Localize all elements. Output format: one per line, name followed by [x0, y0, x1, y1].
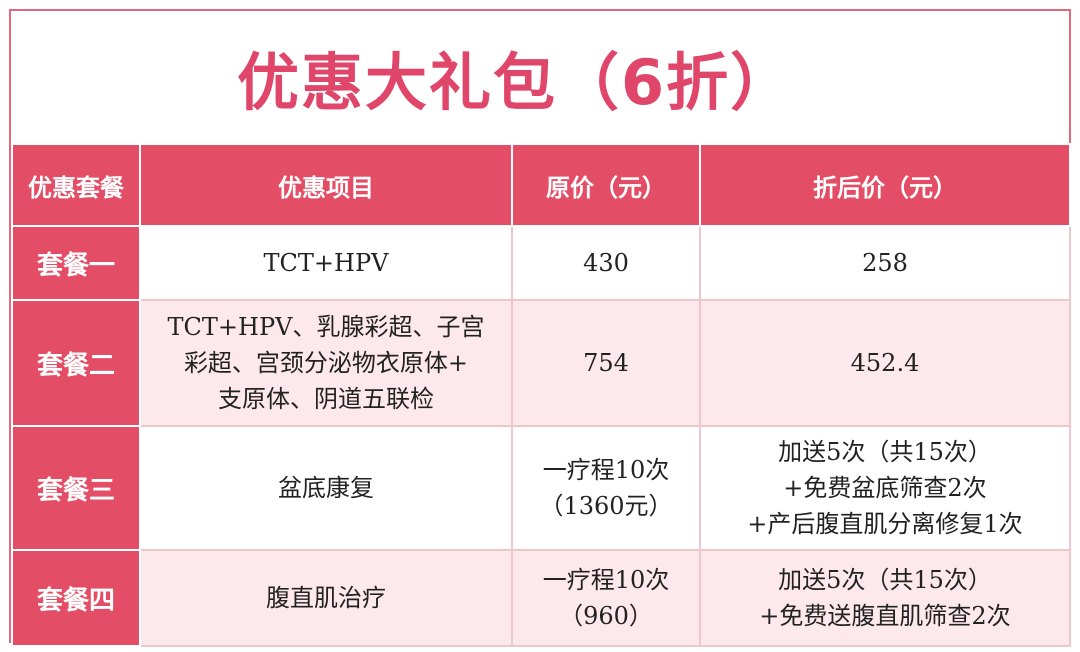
table-row: 套餐四 腹直肌治疗 一疗程10次 （960） 加送5次（共15次） +免费送腹直…	[11, 549, 1071, 647]
package-items: TCT+HPV	[139, 225, 513, 301]
price-line: 430	[583, 249, 629, 277]
promo-table-card: 优惠大礼包（6折） 优惠套餐 优惠项目 原价（元） 折后价（元） 套餐一 TCT…	[9, 9, 1071, 647]
item-line: 彩超、宫颈分泌物衣原体+	[183, 349, 469, 377]
price-line: 加送5次（共15次）	[778, 566, 992, 594]
package-name: 套餐三	[11, 425, 141, 551]
header-items: 优惠项目	[139, 143, 513, 227]
discount-price: 加送5次（共15次） +免费送腹直肌筛查2次	[699, 549, 1071, 647]
price-line: 258	[862, 249, 908, 277]
original-price: 430	[511, 225, 701, 301]
item-line: TCT+HPV	[263, 249, 389, 277]
package-items: 盆底康复	[139, 425, 513, 551]
table-row: 套餐一 TCT+HPV 430 258	[11, 225, 1071, 301]
original-price: 754	[511, 299, 701, 427]
price-line: +免费送腹直肌筛查2次	[759, 602, 1011, 630]
package-table: 优惠套餐 优惠项目 原价（元） 折后价（元） 套餐一 TCT+HPV 430 2…	[11, 143, 1071, 647]
price-line: 一疗程10次	[542, 456, 670, 484]
item-line: TCT+HPV、乳腺彩超、子宫	[167, 313, 485, 341]
page-title: 优惠大礼包（6折）	[237, 46, 795, 119]
price-line: 754	[583, 349, 629, 377]
header-discount-price: 折后价（元）	[699, 143, 1071, 227]
original-price: 一疗程10次 （1360元）	[511, 425, 701, 551]
table-row: 套餐三 盆底康复 一疗程10次 （1360元） 加送5次（共15次） +免费盆底…	[11, 425, 1071, 551]
item-line: 支原体、阴道五联检	[218, 385, 434, 413]
price-line: 一疗程10次	[542, 566, 670, 594]
header-package: 优惠套餐	[11, 143, 141, 227]
package-name: 套餐一	[11, 225, 141, 301]
header-original-price: 原价（元）	[511, 143, 701, 227]
item-line: 腹直肌治疗	[266, 584, 386, 612]
table-row: 套餐二 TCT+HPV、乳腺彩超、子宫 彩超、宫颈分泌物衣原体+ 支原体、阴道五…	[11, 299, 1071, 427]
price-line: 452.4	[850, 349, 920, 377]
discount-price: 加送5次（共15次） +免费盆底筛查2次 +产后腹直肌分离修复1次	[699, 425, 1071, 551]
price-line: +免费盆底筛查2次	[783, 474, 987, 502]
package-items: TCT+HPV、乳腺彩超、子宫 彩超、宫颈分泌物衣原体+ 支原体、阴道五联检	[139, 299, 513, 427]
price-line: 加送5次（共15次）	[778, 438, 992, 466]
package-items: 腹直肌治疗	[139, 549, 513, 647]
discount-price: 452.4	[699, 299, 1071, 427]
original-price: 一疗程10次 （960）	[511, 549, 701, 647]
price-line: （960）	[559, 602, 653, 630]
table-header-row: 优惠套餐 优惠项目 原价（元） 折后价（元）	[11, 143, 1071, 227]
price-line: +产后腹直肌分离修复1次	[747, 510, 1023, 538]
item-line: 盆底康复	[278, 474, 374, 502]
package-name: 套餐四	[11, 549, 141, 647]
discount-price: 258	[699, 225, 1071, 301]
package-name: 套餐二	[11, 299, 141, 427]
price-line: （1360元）	[539, 492, 673, 520]
